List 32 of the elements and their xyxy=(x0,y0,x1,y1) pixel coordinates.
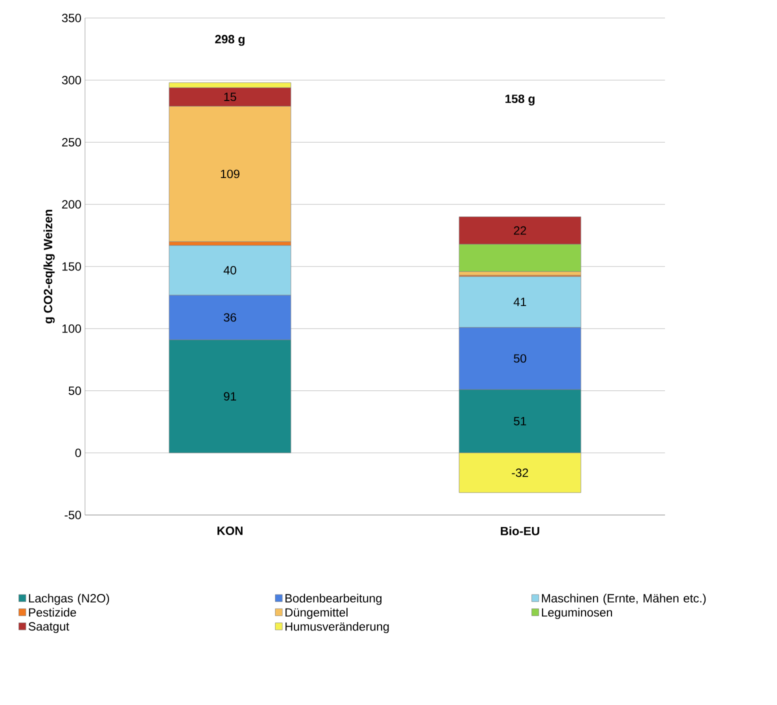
data-label: 91 xyxy=(224,392,236,401)
y-tick-label: 150 xyxy=(62,262,82,271)
legend-label: Saatgut xyxy=(28,622,70,634)
legend-label: Pestizide xyxy=(29,608,76,617)
data-label: 36 xyxy=(224,313,236,322)
legend-label: Leguminosen xyxy=(542,608,612,620)
data-label: 15 xyxy=(224,92,236,102)
y-tick-label: 0 xyxy=(75,448,82,458)
y-tick-label: 50 xyxy=(68,386,82,395)
legend-label: Maschinen (Ernte, Mähen etc.) xyxy=(542,594,706,605)
data-label: 50 xyxy=(514,354,526,363)
legend-label: Lachgas (N2O) xyxy=(29,594,110,605)
data-label: 40 xyxy=(224,266,236,274)
x-tick-label: Bio-EU xyxy=(500,526,540,536)
data-label: 51 xyxy=(514,417,526,426)
y-axis-title: g CO2-eq/kg Weizen xyxy=(44,210,55,324)
data-label: 22 xyxy=(514,226,526,235)
y-tick-label: 250 xyxy=(62,138,82,146)
legend-label: Düngemittel xyxy=(286,608,348,620)
data-label: -32 xyxy=(512,468,528,477)
legend-label: Humusveränderung xyxy=(286,622,389,634)
legend-label: Bodenbearbeitung xyxy=(286,594,382,605)
data-label: 41 xyxy=(514,298,526,306)
y-tick-label: -50 xyxy=(64,510,82,520)
y-tick-label: 300 xyxy=(62,76,82,84)
data-label: 109 xyxy=(220,170,240,178)
annotation: 298 g xyxy=(215,34,244,46)
x-tick-label: KON xyxy=(218,526,242,535)
y-tick-label: 200 xyxy=(62,200,82,209)
annotation: 158 g xyxy=(505,94,534,106)
y-tick-label: 350 xyxy=(62,14,82,22)
y-tick-label: 100 xyxy=(62,324,82,333)
